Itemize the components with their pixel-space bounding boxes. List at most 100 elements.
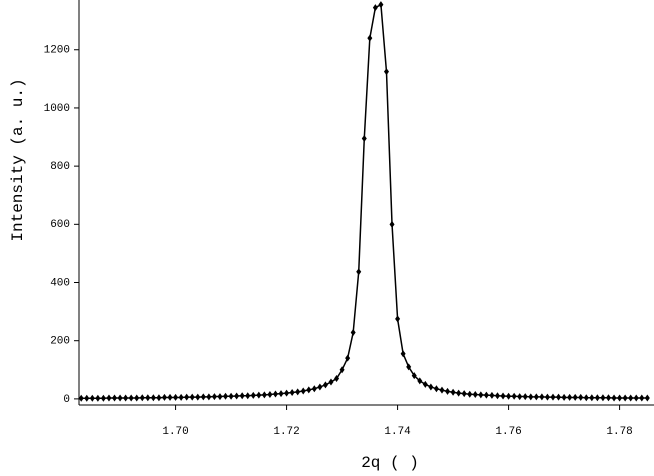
data-point: [272, 390, 278, 398]
data-point: [128, 394, 134, 402]
data-point: [345, 354, 351, 362]
data-point: [622, 394, 628, 402]
data-point: [173, 393, 179, 401]
data-point: [400, 350, 406, 358]
x-tick-label: 1.74: [384, 426, 411, 438]
data-point: [428, 383, 434, 391]
data-point: [328, 378, 334, 386]
data-point: [78, 394, 84, 402]
data-point: [228, 392, 234, 400]
data-point: [522, 393, 528, 401]
data-point: [289, 388, 295, 396]
y-tick-label: 0: [63, 394, 70, 406]
data-point: [561, 393, 567, 401]
data-point: [589, 394, 595, 402]
data-point: [223, 392, 229, 400]
data-point: [256, 391, 262, 399]
data-point: [483, 391, 489, 399]
data-point: [594, 394, 600, 402]
data-point: [456, 389, 462, 397]
data-point: [167, 393, 173, 401]
data-point: [84, 394, 90, 402]
data-point: [506, 392, 512, 400]
x-axis-label: 2q ( ): [361, 454, 419, 472]
data-point: [411, 372, 417, 380]
data-point: [605, 394, 611, 402]
data-point: [494, 392, 500, 400]
y-tick-label: 1200: [44, 45, 70, 57]
data-point: [334, 375, 340, 383]
data-point: [644, 394, 650, 402]
data-point: [150, 394, 156, 402]
data-point: [206, 393, 212, 401]
data-point: [284, 389, 290, 397]
data-point: [417, 377, 423, 385]
data-point: [217, 393, 223, 401]
data-point: [295, 388, 301, 396]
data-point: [317, 383, 323, 391]
data-point: [600, 394, 606, 402]
data-point: [156, 394, 162, 402]
data-point: [139, 394, 145, 402]
data-point: [472, 391, 478, 399]
data-line: [81, 3, 648, 400]
data-point: [250, 391, 256, 399]
data-point: [311, 385, 317, 393]
data-point: [550, 393, 556, 401]
data-point: [106, 394, 112, 402]
data-point: [95, 394, 101, 402]
data-point: [200, 393, 206, 401]
data-point: [539, 393, 545, 401]
data-point: [145, 394, 151, 402]
data-point: [450, 388, 456, 396]
data-point: [500, 392, 506, 400]
data-point: [356, 268, 362, 276]
data-point: [395, 315, 401, 323]
data-point: [112, 394, 118, 402]
data-point: [267, 391, 273, 399]
data-point: [544, 393, 550, 401]
data-point: [406, 363, 412, 371]
data-point: [583, 394, 589, 402]
data-point: [639, 394, 645, 402]
data-point: [511, 392, 517, 400]
data-point: [278, 390, 284, 398]
data-point: [184, 393, 190, 401]
y-tick-label: 1000: [44, 103, 70, 115]
y-tick-label: 800: [50, 161, 70, 173]
data-point: [195, 393, 201, 401]
data-point: [567, 393, 573, 401]
y-axis-label: Intensity (a. u.): [9, 78, 27, 241]
data-point: [350, 329, 356, 337]
x-tick-label: 1.70: [162, 426, 188, 438]
data-point: [556, 393, 562, 401]
data-point: [572, 393, 578, 401]
x-tick-label: 1.78: [606, 426, 632, 438]
y-tick-label: 200: [50, 336, 70, 348]
data-point: [517, 393, 523, 401]
data-point: [123, 394, 129, 402]
data-point: [611, 394, 617, 402]
data-point: [578, 393, 584, 401]
data-point: [100, 394, 106, 402]
data-point: [467, 390, 473, 398]
data-point: [245, 392, 251, 400]
data-point: [461, 390, 467, 398]
data-point: [439, 386, 445, 394]
data-point: [134, 394, 140, 402]
data-point: [306, 386, 312, 394]
data-point: [433, 385, 439, 393]
data-point: [478, 391, 484, 399]
data-point: [322, 381, 328, 389]
data-point: [211, 393, 217, 401]
data-point: [189, 393, 195, 401]
data-point: [261, 391, 267, 399]
x-tick-label: 1.72: [273, 426, 299, 438]
data-point: [633, 394, 639, 402]
data-point: [617, 394, 623, 402]
data-point: [361, 134, 367, 142]
data-point: [178, 393, 184, 401]
data-point: [339, 366, 345, 374]
data-point: [161, 393, 167, 401]
